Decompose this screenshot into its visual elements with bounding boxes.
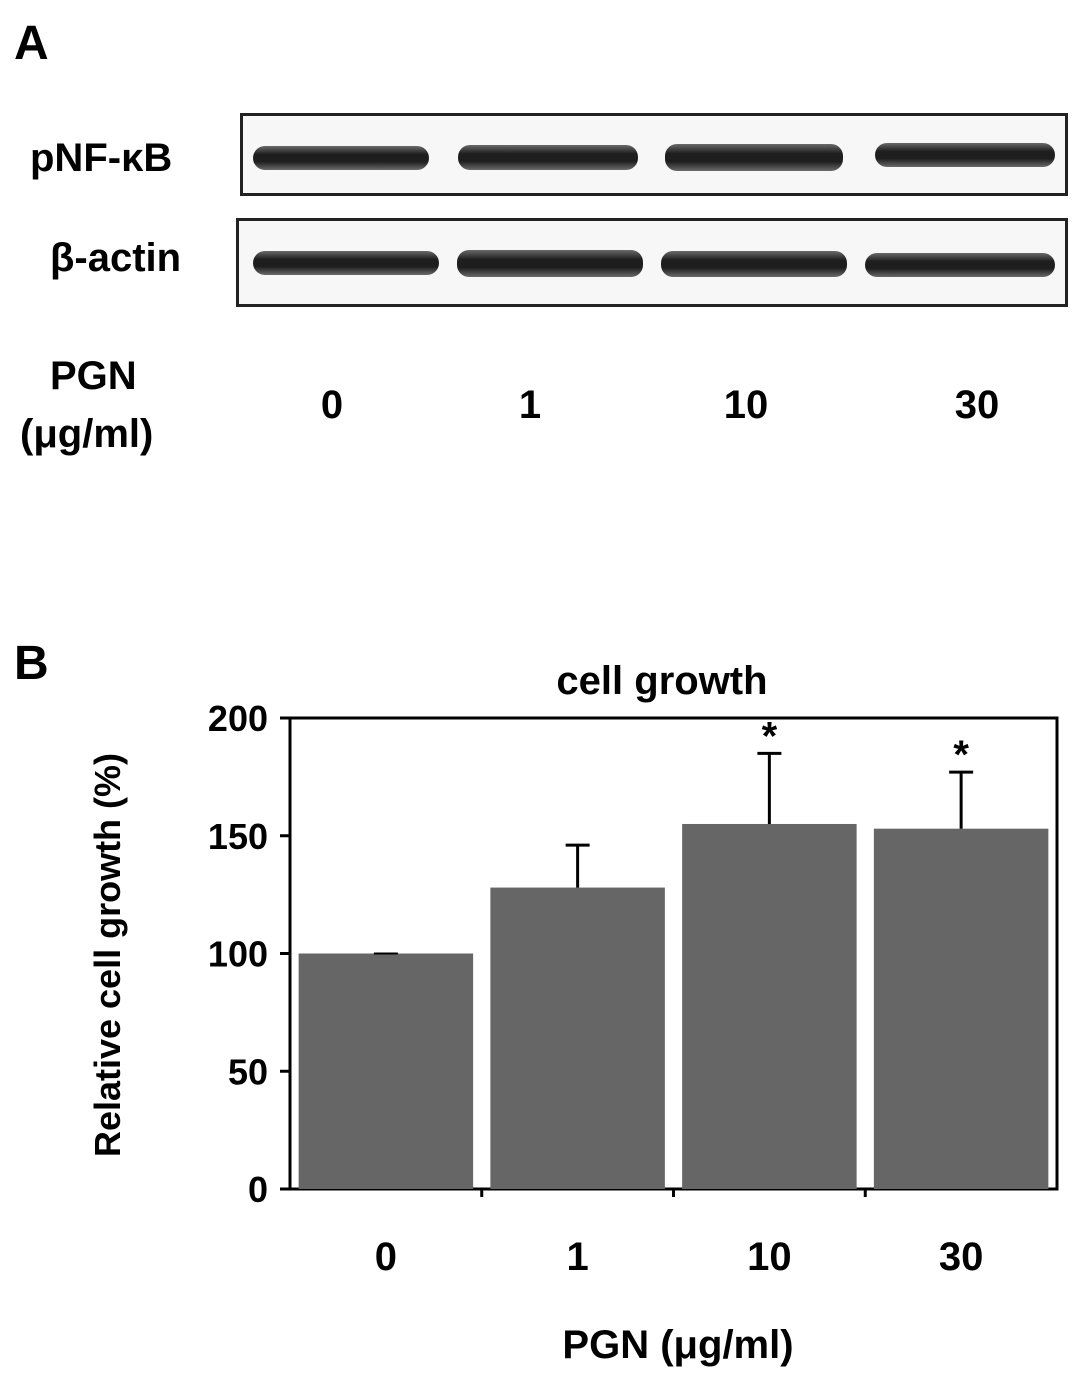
- y-tick-label-0: 0: [248, 1169, 268, 1210]
- y-tick-label-100: 100: [208, 934, 268, 975]
- band-pnfkb-lane-1: [458, 145, 638, 170]
- y-tick-label-50: 50: [228, 1051, 268, 1092]
- blot-actin: [236, 218, 1068, 307]
- band-pnfkb-lane-3: [875, 143, 1055, 167]
- significance-marker-30: *: [953, 733, 969, 777]
- panel-b-label: B: [14, 637, 49, 690]
- x-tick-label-0: 0: [375, 1235, 397, 1279]
- band-pnfkb-lane-0: [253, 146, 429, 170]
- x-tick-label-10: 10: [747, 1235, 792, 1279]
- band-pnfkb-lane-2: [665, 144, 843, 171]
- y-axis-label: Relative cell growth (%): [87, 753, 128, 1157]
- y-tick-label-150: 150: [208, 816, 268, 857]
- chart-title: cell growth: [556, 659, 767, 703]
- blot-row-label-pnfkb: pNF-κB: [30, 136, 173, 180]
- x-tick-label-30: 30: [939, 1235, 984, 1279]
- lane-label-1: 1: [518, 383, 542, 427]
- band-actin-lane-0: [253, 251, 439, 275]
- significance-marker-10: *: [762, 714, 778, 758]
- panel-a-label: A: [14, 17, 49, 70]
- treatment-unit: (μg/ml): [20, 412, 154, 456]
- band-actin-lane-3: [865, 253, 1055, 277]
- bar-0: [298, 953, 474, 1189]
- band-actin-lane-2: [661, 251, 847, 277]
- blot-pnfkb: [240, 113, 1068, 196]
- y-tick-label-200: 200: [208, 698, 268, 739]
- lane-label-2: 10: [723, 383, 769, 427]
- bar-1: [490, 887, 665, 1189]
- bar-30: [873, 828, 1049, 1189]
- lane-label-3: 30: [954, 383, 1000, 427]
- bar-10: [682, 823, 857, 1189]
- x-tick-label-1: 1: [567, 1235, 589, 1279]
- x-axis-label: PGN (μg/ml): [562, 1323, 793, 1367]
- band-actin-lane-1: [457, 250, 643, 277]
- lane-label-0: 0: [320, 383, 344, 427]
- treatment-label: PGN: [50, 354, 137, 398]
- blot-row-label-actin: β-actin: [50, 236, 182, 280]
